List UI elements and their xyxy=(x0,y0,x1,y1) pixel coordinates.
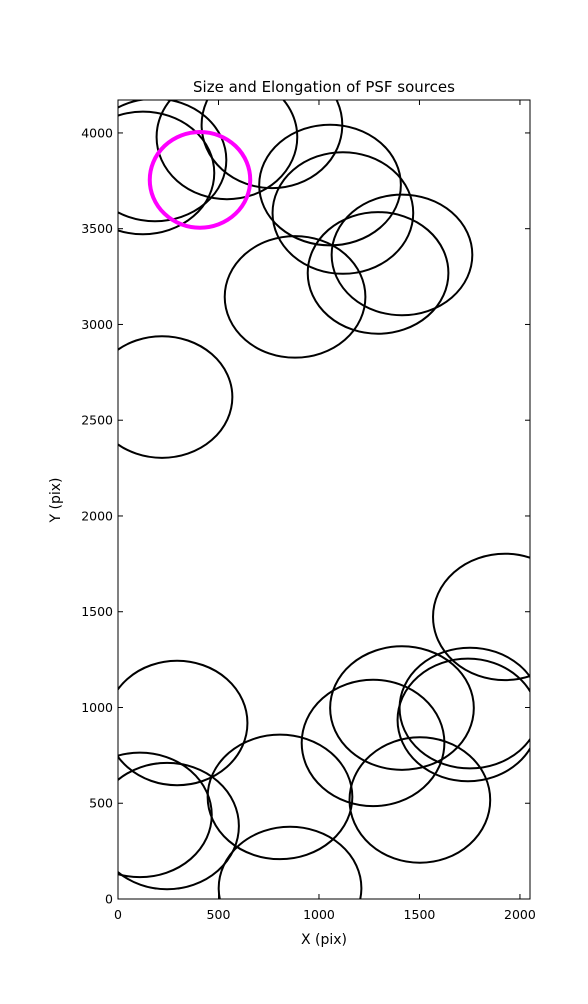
y-tick-label: 1500 xyxy=(81,604,113,619)
axes-frame xyxy=(117,99,531,900)
psf-ellipse xyxy=(306,211,450,335)
psf-ellipse xyxy=(330,193,474,317)
psf-ellipse xyxy=(206,733,354,861)
x-tick-label: 1000 xyxy=(303,907,335,922)
psf-ellipse xyxy=(118,100,228,223)
y-tick-label: 3500 xyxy=(81,221,113,236)
x-tick-label: 2000 xyxy=(504,907,536,922)
psf-ellipse xyxy=(118,751,213,879)
y-tick-label: 0 xyxy=(105,892,113,907)
y-tick-label: 4000 xyxy=(81,125,113,140)
highlight-ellipse xyxy=(147,129,253,230)
y-tick-label: 500 xyxy=(89,796,113,811)
y-tick-label: 2500 xyxy=(81,413,113,428)
psf-ellipse xyxy=(258,123,402,247)
psf-ellipse xyxy=(155,100,299,201)
y-tick-label: 2000 xyxy=(81,508,113,523)
psf-ellipse xyxy=(118,659,249,787)
psf-ellipse xyxy=(223,235,367,359)
psf-ellipse xyxy=(432,552,530,682)
psf-ellipse xyxy=(396,657,530,783)
psf-ellipse xyxy=(271,151,415,275)
psf-ellipse xyxy=(118,335,234,459)
x-tick-label: 0 xyxy=(114,907,122,922)
y-tick-label: 1000 xyxy=(81,700,113,715)
x-tick-label: 1500 xyxy=(404,907,436,922)
x-tick-label: 500 xyxy=(207,907,231,922)
psf-ellipse xyxy=(348,736,492,864)
psf-ellipse xyxy=(217,825,363,899)
plot-area xyxy=(118,100,530,899)
psf-ellipse xyxy=(300,678,446,808)
y-axis-label: Y (pix) xyxy=(48,478,64,524)
x-axis-label: X (pix) xyxy=(301,932,347,948)
y-tick-label: 3000 xyxy=(81,317,113,332)
psf-ellipse xyxy=(329,645,475,771)
psf-ellipse xyxy=(118,761,240,891)
psf-ellipse xyxy=(118,110,216,236)
chart-title: Size and Elongation of PSF sources xyxy=(193,78,455,96)
